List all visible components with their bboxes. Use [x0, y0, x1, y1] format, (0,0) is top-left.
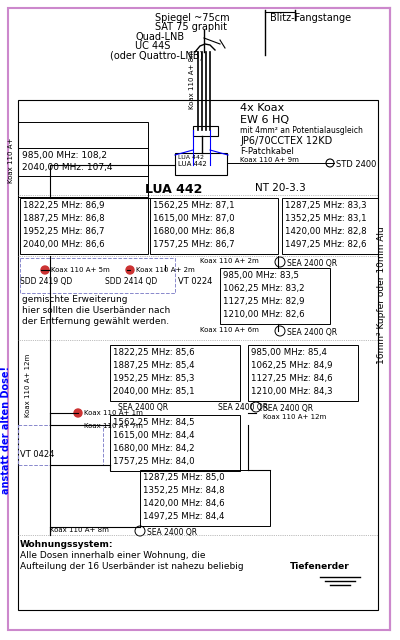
Text: 1497,25 MHz: 84,4: 1497,25 MHz: 84,4 — [143, 512, 224, 521]
Circle shape — [126, 266, 134, 274]
Text: 1352,25 MHz: 84,8: 1352,25 MHz: 84,8 — [143, 486, 225, 495]
Text: Koax 110 A+ 5m: Koax 110 A+ 5m — [51, 267, 110, 273]
Text: EW 6 HQ: EW 6 HQ — [240, 115, 289, 125]
Text: 1615,00 MHz: 87,0: 1615,00 MHz: 87,0 — [153, 214, 235, 223]
Bar — [193, 126, 218, 136]
Text: SEA 2400 QR: SEA 2400 QR — [147, 528, 197, 537]
Text: 1822,25 MHz: 85,6: 1822,25 MHz: 85,6 — [113, 348, 195, 357]
Circle shape — [41, 266, 49, 274]
Text: 1287,25 MHz: 85,0: 1287,25 MHz: 85,0 — [143, 473, 225, 482]
Text: VT 0424: VT 0424 — [20, 450, 54, 459]
Text: 1680,00 MHz: 86,8: 1680,00 MHz: 86,8 — [153, 227, 235, 236]
Text: 1287,25 MHz: 83,3: 1287,25 MHz: 83,3 — [285, 201, 367, 210]
Bar — [282, 198, 378, 254]
Bar — [20, 258, 175, 293]
Text: LUA 442: LUA 442 — [178, 155, 204, 160]
Text: Alle Dosen innerhalb einer Wohnung, die: Alle Dosen innerhalb einer Wohnung, die — [20, 551, 206, 560]
Bar — [18, 100, 378, 610]
Text: (oder Quattro-LNB): (oder Quattro-LNB) — [110, 50, 203, 60]
Text: Koax 110 A+ 2m: Koax 110 A+ 2m — [136, 267, 195, 273]
Text: 1680,00 MHz: 84,2: 1680,00 MHz: 84,2 — [113, 444, 195, 453]
Text: Quad-LNB: Quad-LNB — [135, 32, 184, 42]
Text: Koax 110 A+ 12m: Koax 110 A+ 12m — [263, 414, 326, 420]
Text: SEA 2400 QR: SEA 2400 QR — [263, 404, 313, 413]
Bar — [110, 345, 240, 401]
Text: Koax 110 A+: Koax 110 A+ — [8, 138, 14, 182]
Bar — [248, 345, 358, 401]
Text: 4x Koax: 4x Koax — [240, 103, 284, 113]
Text: anstatt der alten Dose!: anstatt der alten Dose! — [1, 366, 11, 494]
Text: 1887,25 MHz: 86,8: 1887,25 MHz: 86,8 — [23, 214, 105, 223]
Circle shape — [74, 409, 82, 417]
Text: 1615,00 MHz: 84,4: 1615,00 MHz: 84,4 — [113, 431, 195, 440]
Bar — [110, 415, 240, 471]
Text: gemischte Erweiterung: gemischte Erweiterung — [22, 295, 128, 304]
Text: 1420,00 MHz: 82,8: 1420,00 MHz: 82,8 — [285, 227, 367, 236]
Text: Koax 110 A+ 9m: Koax 110 A+ 9m — [240, 157, 299, 163]
Text: Koax 110 A+ 2m: Koax 110 A+ 2m — [200, 258, 259, 264]
Text: 2040,00 MHz: 107,4: 2040,00 MHz: 107,4 — [22, 163, 112, 172]
Text: 985,00 MHz: 85,4: 985,00 MHz: 85,4 — [251, 348, 327, 357]
Text: Aufteilung der 16 Userbänder ist nahezu beliebig: Aufteilung der 16 Userbänder ist nahezu … — [20, 562, 244, 571]
Text: Tiefenerder: Tiefenerder — [290, 562, 350, 571]
Text: Spiegel ~75cm: Spiegel ~75cm — [155, 13, 230, 23]
Text: LUA 442: LUA 442 — [145, 183, 202, 196]
Text: 1952,25 MHz: 86,7: 1952,25 MHz: 86,7 — [23, 227, 104, 236]
Text: Koax 110 A+ 6m: Koax 110 A+ 6m — [200, 327, 259, 333]
Text: 1757,25 MHz: 84,0: 1757,25 MHz: 84,0 — [113, 457, 195, 466]
Bar — [175, 153, 227, 175]
Text: SEA 2400 QR: SEA 2400 QR — [287, 328, 337, 337]
Text: 1887,25 MHz: 85,4: 1887,25 MHz: 85,4 — [113, 361, 195, 370]
Text: 1062,25 MHz: 83,2: 1062,25 MHz: 83,2 — [223, 284, 305, 293]
Text: der Entfernung gewählt werden.: der Entfernung gewählt werden. — [22, 317, 169, 326]
Text: JP6/70CCTEX 12KD: JP6/70CCTEX 12KD — [240, 136, 332, 146]
Text: 2040,00 MHz: 85,1: 2040,00 MHz: 85,1 — [113, 387, 195, 396]
Text: hier sollten die Userbänder nach: hier sollten die Userbänder nach — [22, 306, 170, 315]
Text: Koax 110 A+ 1m: Koax 110 A+ 1m — [84, 410, 143, 416]
Text: 1562,25 MHz: 84,5: 1562,25 MHz: 84,5 — [113, 418, 195, 427]
Text: Koax 110 A+ 7m: Koax 110 A+ 7m — [84, 423, 143, 429]
Bar — [220, 268, 330, 324]
Text: 16mm² Kupfer oder 10mm Alu: 16mm² Kupfer oder 10mm Alu — [378, 226, 386, 364]
Text: Koax 110 A+ 12m: Koax 110 A+ 12m — [25, 353, 31, 417]
Text: 1497,25 MHz: 82,6: 1497,25 MHz: 82,6 — [285, 240, 366, 249]
Text: 1352,25 MHz: 83,1: 1352,25 MHz: 83,1 — [285, 214, 367, 223]
Text: 1757,25 MHz: 86,7: 1757,25 MHz: 86,7 — [153, 240, 235, 249]
Bar — [140, 470, 270, 526]
Text: Blitz-Fangstange: Blitz-Fangstange — [270, 13, 351, 23]
Bar — [150, 198, 278, 254]
Text: 2040,00 MHz: 86,6: 2040,00 MHz: 86,6 — [23, 240, 105, 249]
Text: LUA 442: LUA 442 — [178, 161, 207, 167]
Text: 1952,25 MHz: 85,3: 1952,25 MHz: 85,3 — [113, 374, 194, 383]
Text: Wohnungssystem:: Wohnungssystem: — [20, 540, 114, 549]
Text: 1127,25 MHz: 82,9: 1127,25 MHz: 82,9 — [223, 297, 304, 306]
Text: 1062,25 MHz: 84,9: 1062,25 MHz: 84,9 — [251, 361, 332, 370]
Bar — [18, 425, 103, 465]
Text: VT 0224: VT 0224 — [178, 277, 212, 286]
Text: mit 4mm² an Potentialausgleich: mit 4mm² an Potentialausgleich — [240, 126, 363, 135]
Text: Koax 110 A+ 8m: Koax 110 A+ 8m — [189, 51, 195, 109]
Text: 1127,25 MHz: 84,6: 1127,25 MHz: 84,6 — [251, 374, 333, 383]
Text: 1210,00 MHz: 84,3: 1210,00 MHz: 84,3 — [251, 387, 333, 396]
Bar — [20, 198, 148, 254]
Text: UC 44S: UC 44S — [135, 41, 170, 51]
Text: NT 20-3.3: NT 20-3.3 — [255, 183, 306, 193]
Text: SEA 2400 QR: SEA 2400 QR — [287, 259, 337, 268]
Text: 1822,25 MHz: 86,9: 1822,25 MHz: 86,9 — [23, 201, 104, 210]
Text: 985,00 MHz: 83,5: 985,00 MHz: 83,5 — [223, 271, 299, 280]
Bar — [18, 148, 148, 176]
Text: 1210,00 MHz: 82,6: 1210,00 MHz: 82,6 — [223, 310, 305, 319]
Text: SDD 2414 QD: SDD 2414 QD — [105, 277, 157, 286]
Text: SAT 75 graphit: SAT 75 graphit — [155, 22, 227, 32]
Text: SDD 2419 QD: SDD 2419 QD — [20, 277, 72, 286]
Text: 985,00 MHz: 108,2: 985,00 MHz: 108,2 — [22, 151, 107, 160]
Bar — [18, 122, 148, 197]
Text: SEA 2400 QR: SEA 2400 QR — [118, 403, 168, 412]
Text: SEA 2400 QR: SEA 2400 QR — [218, 403, 268, 412]
Text: 1562,25 MHz: 87,1: 1562,25 MHz: 87,1 — [153, 201, 235, 210]
Text: Koax 110 A+ 8m: Koax 110 A+ 8m — [50, 527, 109, 533]
Text: 1420,00 MHz: 84,6: 1420,00 MHz: 84,6 — [143, 499, 225, 508]
Text: F-Patchkabel: F-Patchkabel — [240, 147, 294, 156]
Text: STD 2400: STD 2400 — [336, 160, 376, 169]
